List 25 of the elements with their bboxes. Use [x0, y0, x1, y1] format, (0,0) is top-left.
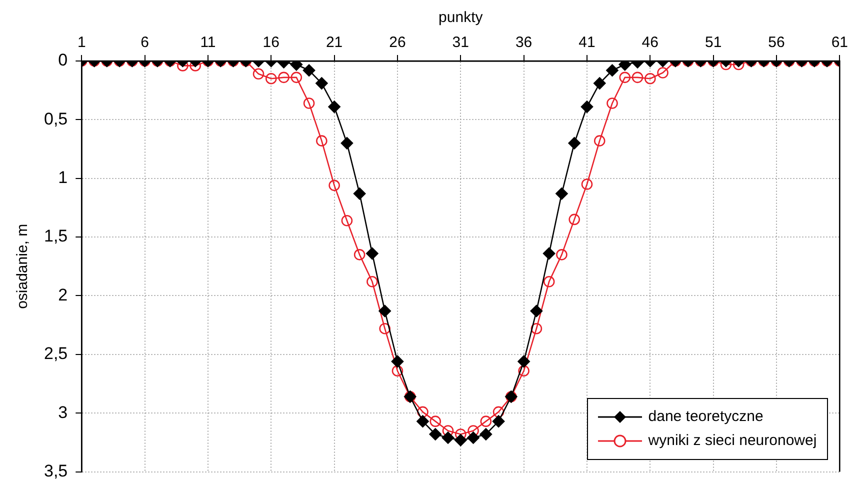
x-tick-label: 41	[578, 34, 596, 52]
y-tick-label: 2	[58, 285, 68, 304]
legend-label: wyniki z sieci neuronowej	[648, 432, 817, 450]
y-tick-label: 0,5	[44, 109, 68, 128]
x-tick-label: 36	[515, 34, 532, 52]
x-tick-label: 26	[389, 34, 406, 52]
x-tick-label: 56	[768, 34, 785, 52]
y-tick-label: 0	[58, 50, 68, 70]
x-tick-label: 46	[642, 34, 658, 52]
y-tick-label: 1	[58, 168, 68, 188]
x-tick-label: 21	[326, 34, 343, 52]
x-tick-label: 31	[452, 34, 469, 52]
x-tick-label: 61	[831, 34, 848, 52]
y-tick-label: 3	[58, 402, 68, 422]
y-tick-label: 2,5	[44, 344, 68, 364]
y-tick-label: 3,5	[44, 461, 68, 480]
x-tick-label: 6	[140, 34, 149, 52]
x-axis-title: punkty	[438, 9, 484, 26]
x-tick-label: 51	[704, 34, 722, 52]
x-tick-label: 11	[200, 34, 216, 52]
y-tick-label: 1,5	[44, 226, 68, 246]
x-tick-label: 1	[77, 34, 86, 52]
legend-label: dane teoretyczne	[648, 408, 764, 426]
y-axis-title: osiadanie, m	[14, 224, 32, 309]
x-tick-label: 16	[262, 34, 280, 52]
